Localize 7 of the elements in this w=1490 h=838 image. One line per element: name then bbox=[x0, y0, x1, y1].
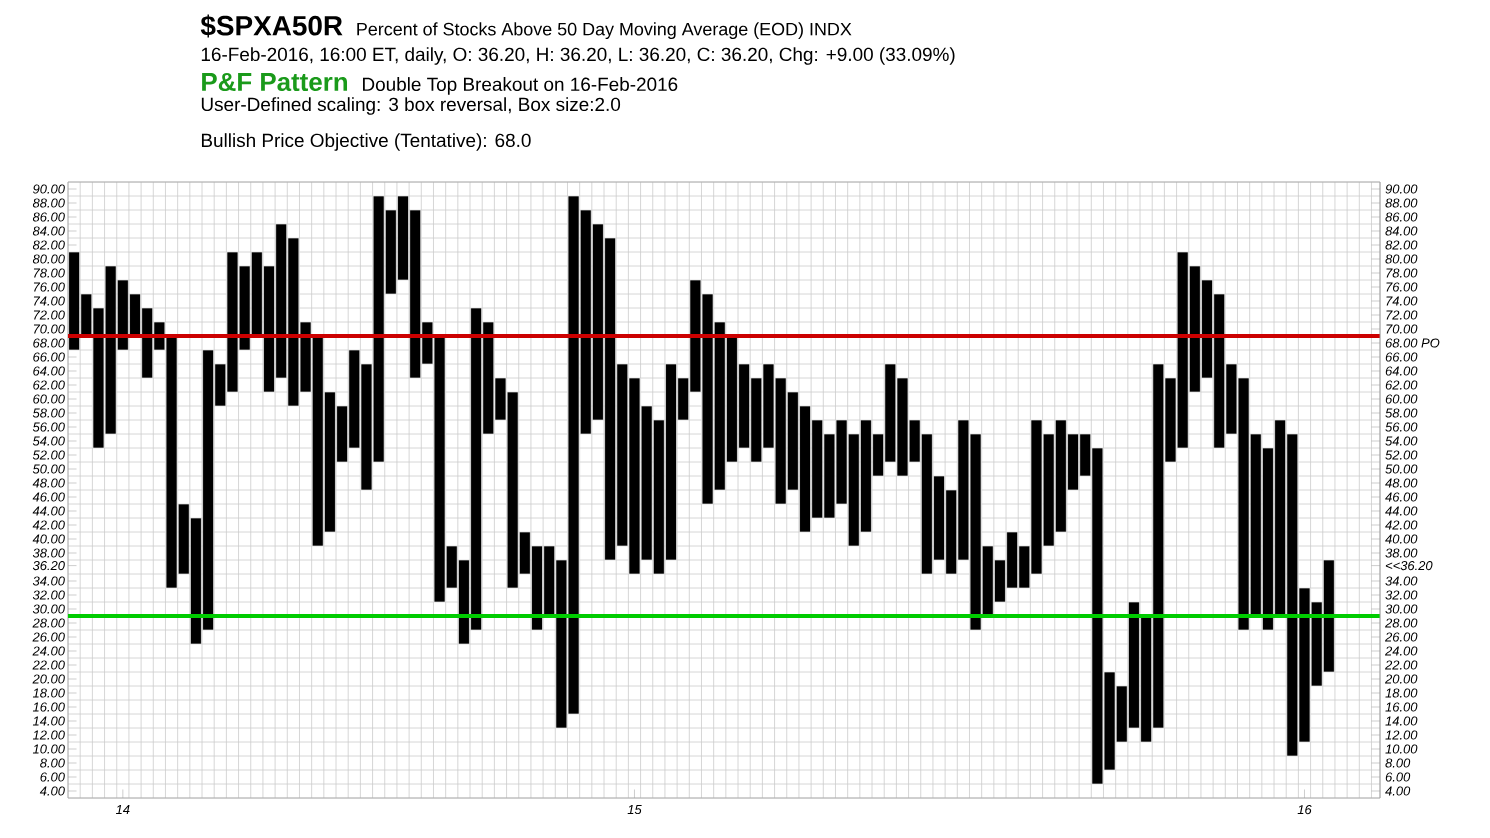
text: User-Defined scaling: 3 box reversal, Box size:2.0 bbox=[201, 97, 621, 115]
text: P&F Pattern bbox=[202, 72, 348, 92]
chart-title: $SPXA50R bbox=[200, 14, 343, 38]
text: Double Top Breakout on 16-Feb-2016 bbox=[363, 77, 678, 95]
text: Bullish Price Objective (Tentative): 68.0 bbox=[201, 133, 531, 151]
chart-subtitle: Percent of Stocks Above 50 Day Moving Average (EOD) INDX bbox=[357, 22, 852, 40]
text: 16-Feb-2016, 16:00 ET, daily, O: 36.20, H: 36.20, L: 36.20, C: 36.20, Chg: +9.00 (33.09%) bbox=[201, 47, 955, 65]
